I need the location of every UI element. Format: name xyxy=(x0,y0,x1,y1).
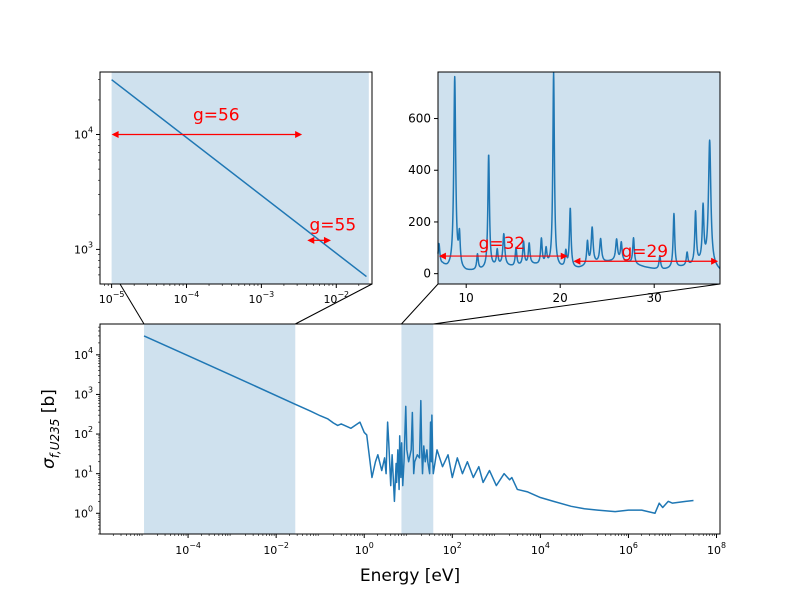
main-x-ticks: 10−4 10−2 100 102 104 106 108 xyxy=(112,534,726,557)
inset-right-annotation-arrowhead-right-1 xyxy=(711,257,719,265)
inset-right-y-tick-label-3: 600 xyxy=(408,112,431,126)
inset-left-annotation-arrowhead-right-1 xyxy=(323,236,331,244)
inset-left-x-ticks: 10−5 10−4 10−3 10−2 xyxy=(99,284,360,306)
inset-left-annotation-label-0: g=56 xyxy=(193,105,240,125)
inset-right-x-ticks: 10 20 30 xyxy=(459,284,662,305)
inset-left-annotations: g=56 g=55 xyxy=(111,105,357,244)
inset-left-shaded-region xyxy=(111,72,369,284)
inset-right-y-tick-label-1: 200 xyxy=(408,215,431,229)
inset-right-line xyxy=(437,72,721,271)
connector-left-2 xyxy=(295,283,373,325)
main-axes: 10−4 10−2 100 102 104 106 108 100101102103104 … xyxy=(39,323,726,586)
main-y-tick-label-3: 103 xyxy=(74,385,93,401)
inset-left-annotation-arrowhead-left-0 xyxy=(111,131,119,139)
connector-right-1 xyxy=(401,283,439,325)
inset-left-annotation-label-1: g=55 xyxy=(310,215,357,235)
inset-right-annotation-label-1: g=29 xyxy=(621,242,668,262)
inset-right-x-tick-label-1: 20 xyxy=(553,291,568,305)
inset-left-x-tick-label-1: 10−4 xyxy=(174,290,200,306)
main-x-tick-label-6: 108 xyxy=(707,541,726,557)
connector-right-2 xyxy=(433,283,721,325)
inset-right-x-tick-label-0: 10 xyxy=(459,291,474,305)
inset-left-axes: g=56 g=55 10−5 10−4 10−3 10−2 103 104 xyxy=(74,71,373,306)
main-y-tick-label-1: 101 xyxy=(74,465,93,481)
main-shaded-region-0 xyxy=(144,324,296,534)
inset-left-y-tick-label-0: 103 xyxy=(74,240,93,256)
inset-left-annotation-arrowhead-left-1 xyxy=(307,236,315,244)
zoom-connectors xyxy=(119,283,721,325)
inset-right-y-tick-label-2: 400 xyxy=(408,163,431,177)
inset-right-annotation-arrowhead-left-0 xyxy=(438,252,446,260)
connector-left-1 xyxy=(119,283,145,325)
inset-left-y-ticks: 103 104 xyxy=(74,79,100,276)
main-x-axis-label: Energy [eV] xyxy=(360,566,460,586)
inset-right-x-tick-label-2: 30 xyxy=(647,291,662,305)
main-x-tick-label-5: 106 xyxy=(619,541,638,557)
svg-text:σf,U235 [b]: σf,U235 [b] xyxy=(39,389,62,469)
inset-left-frame xyxy=(99,71,373,285)
main-y-ticks: 100 101 102 103 104 xyxy=(74,326,100,535)
inset-left-x-tick-label-3: 10−2 xyxy=(323,290,349,306)
main-x-tick-label-4: 104 xyxy=(531,541,550,557)
inset-right-annotation-label-0: g=32 xyxy=(479,234,526,254)
inset-left-y-tick-label-1: 104 xyxy=(74,126,93,142)
inset-right-annotations: g=32 g=29 xyxy=(438,234,719,265)
inset-right-annotation-arrowhead-left-1 xyxy=(573,257,581,265)
main-series xyxy=(143,335,694,515)
main-y-tick-label-2: 102 xyxy=(74,425,93,441)
main-x-tick-label-2: 100 xyxy=(355,541,374,557)
main-x-tick-label-0: 10−4 xyxy=(175,541,201,557)
inset-left-x-tick-label-0: 10−5 xyxy=(99,290,125,306)
inset-right-axes: g=32 g=29 10 20 30 0 200 400 600 xyxy=(408,71,721,305)
inset-right-frame xyxy=(437,71,721,285)
inset-right-series xyxy=(437,72,721,271)
inset-left-annotation-arrowhead-right-0 xyxy=(295,131,303,139)
inset-left-line xyxy=(111,79,367,278)
main-shaded-regions xyxy=(144,324,434,534)
main-frame xyxy=(99,323,721,535)
inset-left-series xyxy=(111,79,367,278)
main-x-tick-label-3: 102 xyxy=(443,541,462,557)
inset-left-shade-0 xyxy=(111,72,369,284)
main-y-tick-label-4: 104 xyxy=(74,346,93,362)
inset-right-y-ticks: 0 200 400 600 xyxy=(408,112,438,281)
inset-right-annotation-arrowhead-right-0 xyxy=(560,252,568,260)
main-y-axis-label: σf,U235 [b] xyxy=(39,389,62,469)
main-x-tick-label-1: 10−2 xyxy=(263,541,289,557)
inset-right-y-tick-label-0: 0 xyxy=(423,267,431,281)
main-y-tick-label-0: 100 xyxy=(74,504,93,520)
inset-left-x-tick-label-2: 10−3 xyxy=(249,290,275,306)
main-line xyxy=(143,335,694,515)
